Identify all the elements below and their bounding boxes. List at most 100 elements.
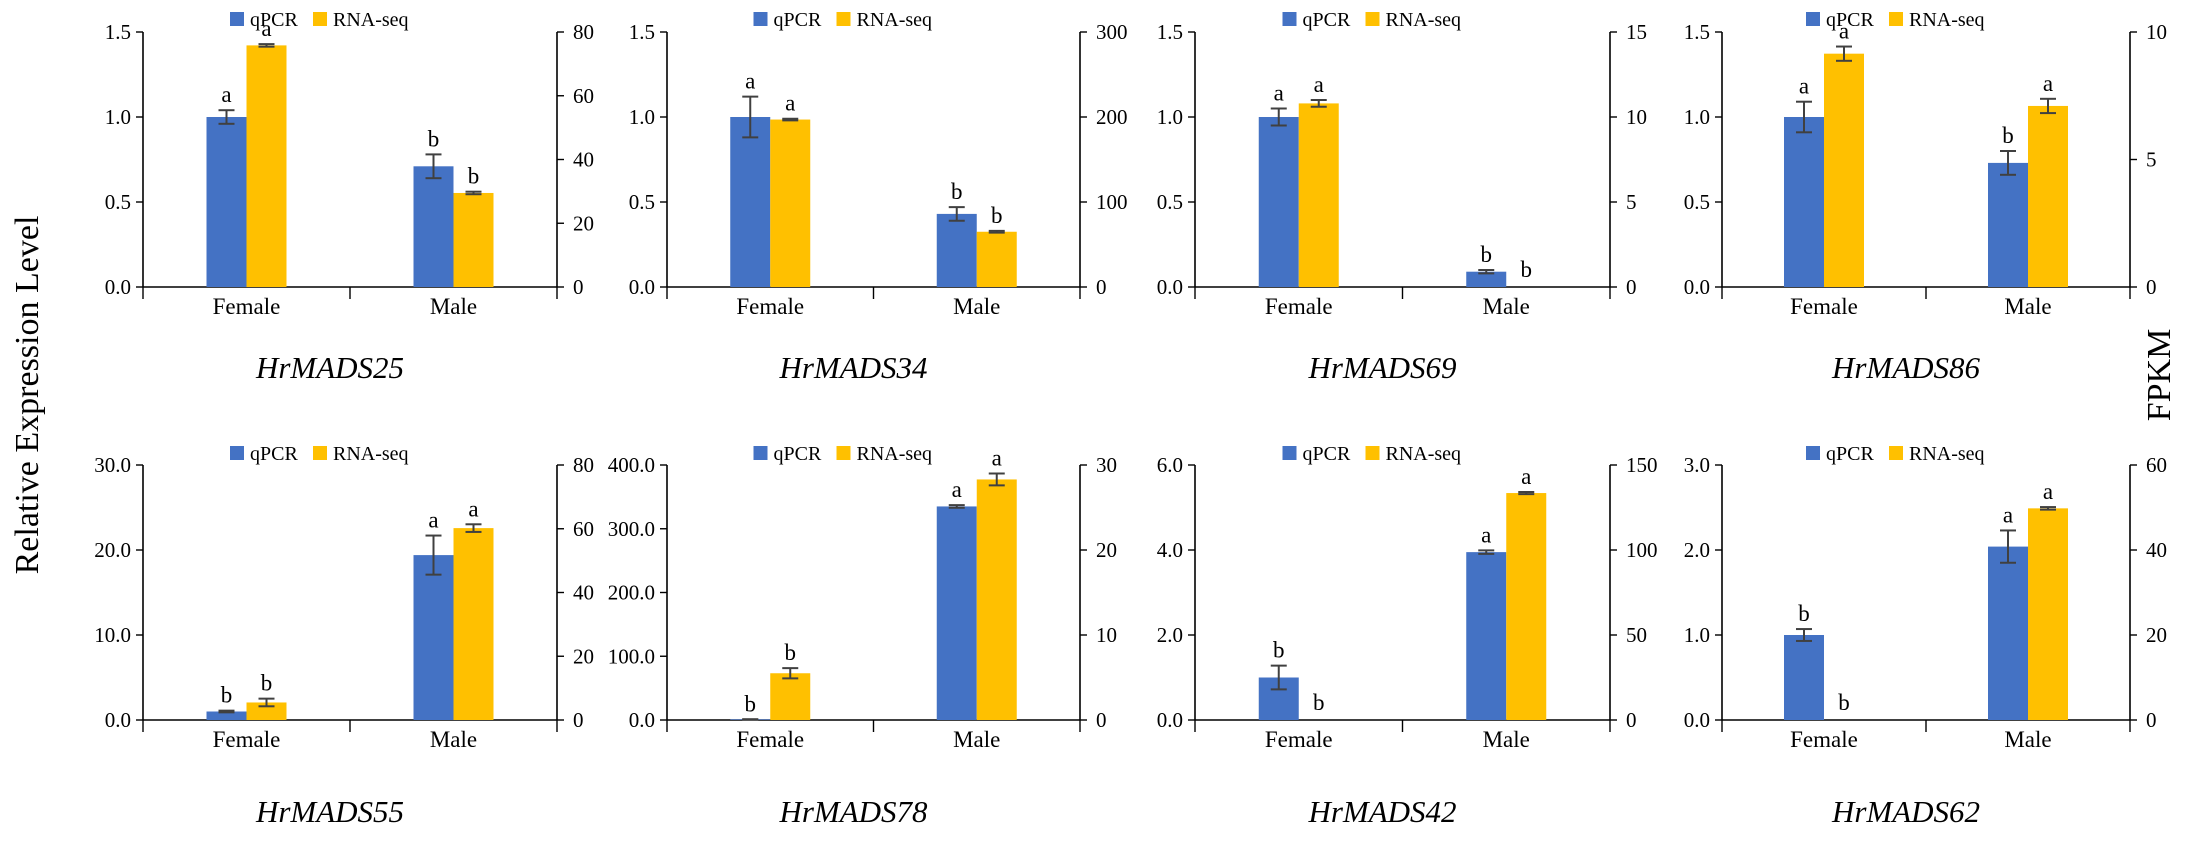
category-label: Female bbox=[1265, 727, 1333, 752]
left-tick-label: 200.0 bbox=[608, 581, 655, 605]
category-label: Male bbox=[1483, 727, 1530, 752]
category-label: Female bbox=[1265, 294, 1333, 319]
chart-title: HrMADS62 bbox=[1831, 794, 1980, 829]
legend-swatch-qpcr bbox=[1806, 12, 1820, 26]
legend-swatch-rnaseq bbox=[836, 12, 851, 26]
legend-label-qpcr: qPCR bbox=[774, 443, 822, 465]
significance-letter: b bbox=[261, 671, 273, 696]
chart-title: HrMADS34 bbox=[778, 350, 927, 385]
left-tick-label: 1.5 bbox=[105, 20, 131, 44]
legend-swatch-qpcr bbox=[1282, 12, 1297, 26]
bar-qpcr-female bbox=[1784, 117, 1824, 287]
right-tick-label: 0 bbox=[1626, 275, 1637, 299]
left-tick-label: 0.0 bbox=[1157, 275, 1183, 299]
category-label: Male bbox=[953, 727, 1000, 752]
bar-rna-seq-male bbox=[976, 231, 1017, 287]
left-axis-label: Relative Expression Level bbox=[9, 216, 46, 575]
left-tick-label: 2.0 bbox=[1684, 538, 1710, 562]
legend-swatch-qpcr bbox=[230, 12, 244, 26]
significance-letter: a bbox=[468, 496, 478, 521]
right-tick-label: 15 bbox=[1626, 20, 1647, 44]
bar-qpcr-female bbox=[206, 711, 247, 720]
significance-letter: b bbox=[991, 203, 1003, 228]
bar-rna-seq-female bbox=[770, 673, 811, 720]
significance-letter: b bbox=[2002, 123, 2014, 148]
left-tick-label: 100.0 bbox=[608, 644, 655, 668]
chart-title: HrMADS86 bbox=[1831, 350, 1981, 385]
significance-letter: b bbox=[468, 164, 480, 189]
right-tick-label: 0 bbox=[2146, 275, 2157, 299]
right-tick-label: 100 bbox=[1626, 538, 1658, 562]
right-tick-label: 0 bbox=[1096, 275, 1107, 299]
significance-letter: b bbox=[951, 179, 963, 204]
left-tick-label: 0.5 bbox=[1157, 190, 1183, 214]
bar-qpcr-male bbox=[1988, 546, 2028, 720]
panel-hrmads78: 0.0 100.0 200.0 300.0 400.0 0 10 20 30 Female Male… bbox=[608, 443, 1117, 829]
legend-swatch-rnaseq bbox=[836, 446, 851, 460]
significance-letter: b bbox=[1521, 257, 1533, 282]
legend-label-rnaseq: RNA-seq bbox=[857, 443, 933, 465]
legend-label-rnaseq: RNA-seq bbox=[1909, 443, 1985, 465]
significance-letter: a bbox=[1481, 522, 1491, 547]
right-tick-label: 60 bbox=[573, 84, 594, 108]
category-label: Female bbox=[213, 727, 281, 752]
legend-label-qpcr: qPCR bbox=[774, 9, 822, 31]
significance-letter: a bbox=[261, 16, 271, 41]
category-label: Female bbox=[1790, 294, 1858, 319]
significance-letter: b bbox=[1481, 242, 1493, 267]
right-tick-label: 0 bbox=[1626, 708, 1637, 732]
bar-qpcr-female bbox=[206, 117, 247, 287]
left-tick-label: 0.0 bbox=[629, 275, 655, 299]
left-tick-label: 1.5 bbox=[629, 20, 655, 44]
bar-rna-seq-female bbox=[246, 45, 287, 288]
left-tick-label: 4.0 bbox=[1157, 538, 1183, 562]
left-tick-label: 3.0 bbox=[1684, 453, 1710, 477]
right-tick-label: 300 bbox=[1096, 20, 1128, 44]
right-tick-label: 200 bbox=[1096, 105, 1128, 129]
left-tick-label: 0.0 bbox=[105, 275, 131, 299]
left-tick-label: 10.0 bbox=[94, 623, 131, 647]
significance-letter: a bbox=[992, 446, 1002, 471]
legend-swatch-rnaseq bbox=[313, 12, 327, 26]
right-tick-label: 80 bbox=[573, 20, 594, 44]
right-tick-label: 40 bbox=[2146, 538, 2167, 562]
right-tick-label: 60 bbox=[2146, 453, 2167, 477]
legend-swatch-rnaseq bbox=[1889, 446, 1903, 460]
right-tick-label: 5 bbox=[2146, 148, 2157, 172]
right-tick-label: 0 bbox=[573, 708, 584, 732]
chart-title: HrMADS25 bbox=[255, 350, 404, 385]
legend-swatch-qpcr bbox=[1806, 446, 1820, 460]
right-tick-label: 80 bbox=[573, 453, 594, 477]
bar-rna-seq-male bbox=[1506, 493, 1547, 720]
left-tick-label: 1.0 bbox=[1157, 105, 1183, 129]
right-axis-label: FPKM bbox=[2141, 329, 2178, 422]
panel-hrmads25: 0.0 0.5 1.0 1.5 0 20 40 60 80 Female Male a a b b qPCR R… bbox=[105, 9, 594, 385]
bar-rna-seq-female bbox=[1298, 103, 1339, 288]
legend-swatch-qpcr bbox=[753, 12, 768, 26]
significance-letter: a bbox=[2043, 479, 2053, 504]
significance-letter: a bbox=[1839, 19, 1849, 44]
right-tick-label: 10 bbox=[1096, 623, 1117, 647]
bar-qpcr-male bbox=[413, 555, 454, 720]
legend-label-rnaseq: RNA-seq bbox=[333, 9, 409, 31]
legend-swatch-rnaseq bbox=[313, 446, 327, 460]
right-tick-label: 50 bbox=[1626, 623, 1647, 647]
right-tick-label: 0 bbox=[573, 275, 584, 299]
right-tick-label: 150 bbox=[1626, 453, 1658, 477]
right-tick-label: 100 bbox=[1096, 190, 1128, 214]
significance-letter: b bbox=[785, 640, 797, 665]
category-label: Female bbox=[1790, 727, 1858, 752]
right-tick-label: 0 bbox=[1096, 708, 1107, 732]
chart-title: HrMADS69 bbox=[1307, 350, 1456, 385]
category-label: Female bbox=[213, 294, 281, 319]
left-tick-label: 0.0 bbox=[1684, 708, 1710, 732]
chart-title: HrMADS78 bbox=[778, 794, 928, 829]
significance-letter: a bbox=[785, 91, 795, 116]
legend-label-rnaseq: RNA-seq bbox=[1909, 9, 1985, 31]
significance-letter: a bbox=[428, 508, 438, 533]
left-tick-label: 2.0 bbox=[1157, 623, 1183, 647]
significance-letter: a bbox=[2003, 502, 2013, 527]
